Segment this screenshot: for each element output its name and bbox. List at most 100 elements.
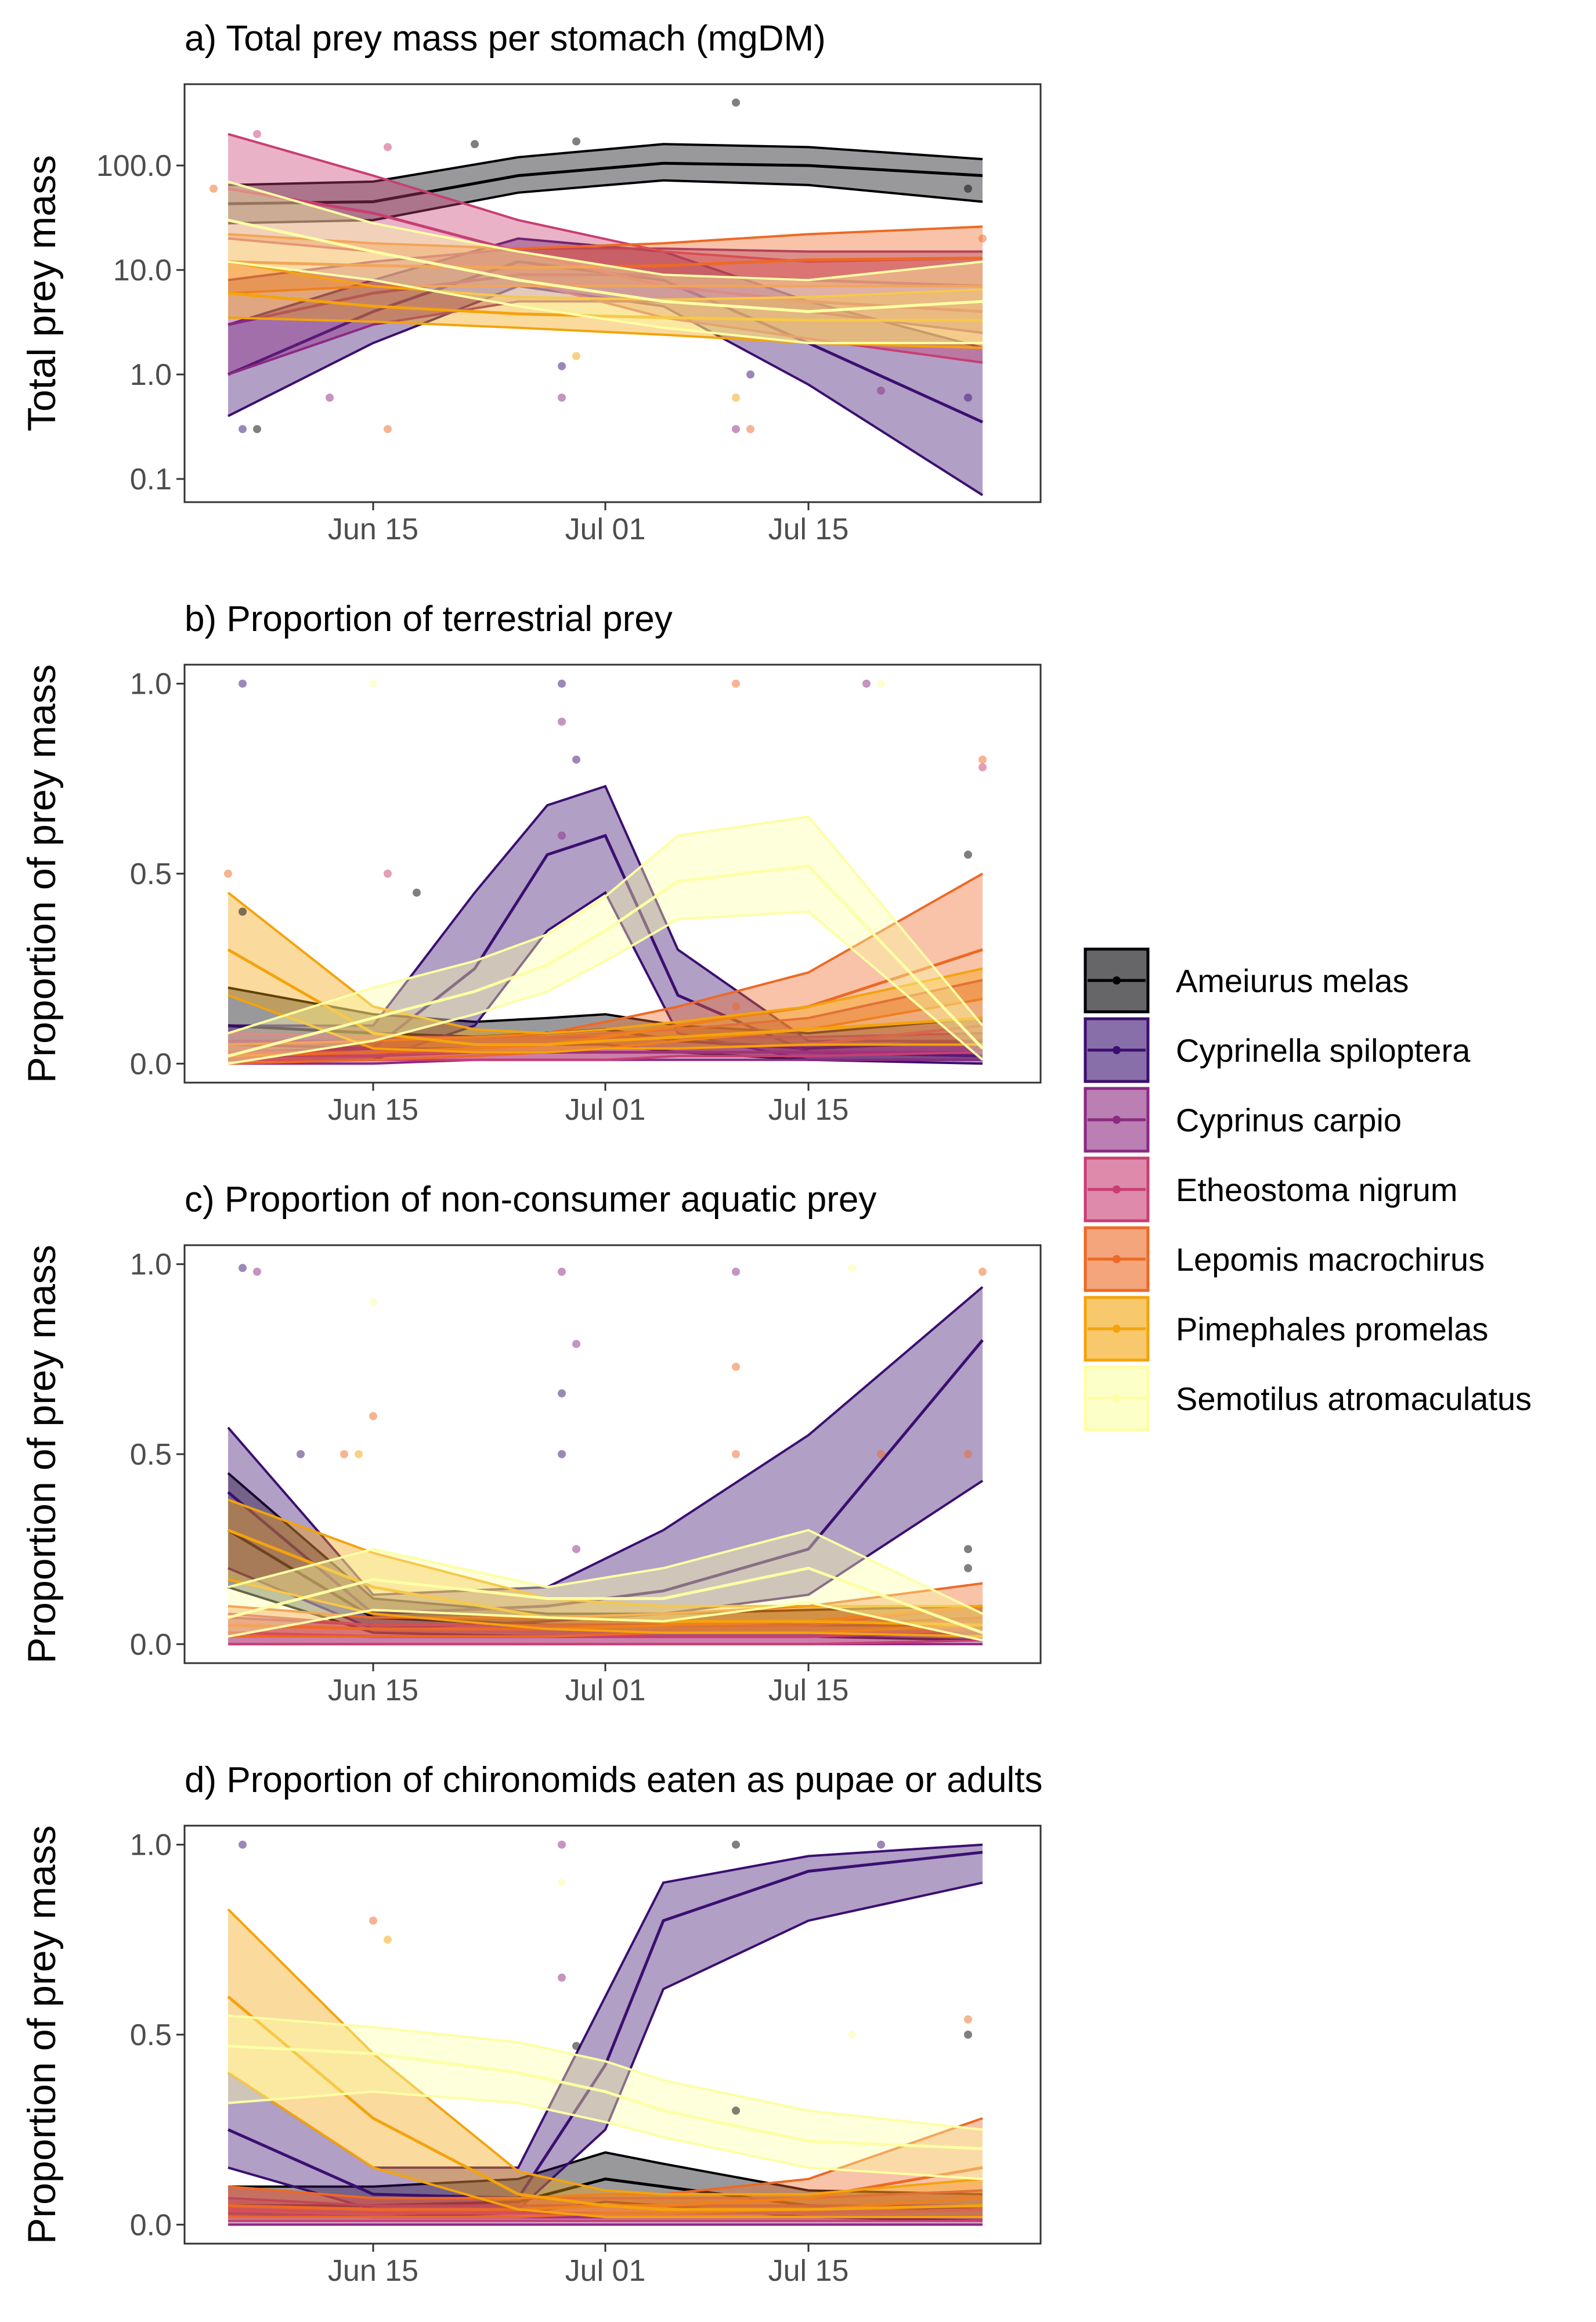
y-tick-label: 0.0 — [130, 1628, 172, 1661]
panel-c-y-axis-label: Proportion of prey mass — [20, 1245, 64, 1664]
data-point — [732, 1003, 740, 1011]
band-lepomis-macrochirus — [228, 1583, 983, 1637]
series-line-pimephales-promelas — [227, 948, 983, 1046]
data-point — [572, 2042, 580, 2050]
band-cyprinella-spiloptera — [228, 786, 983, 1064]
data-point — [369, 1412, 377, 1420]
data-point — [326, 394, 334, 402]
data-point — [732, 394, 740, 402]
series-line-semotilus-atromaculatus — [228, 2045, 983, 2150]
panel-b: b) Proportion of terrestrial prey Jun 15… — [20, 599, 1042, 1127]
x-tick-label: Jun 15 — [328, 513, 418, 546]
data-point — [558, 831, 566, 840]
x-tick-label: Jul 01 — [565, 2254, 646, 2288]
data-point — [558, 394, 566, 402]
band-edge-lower-pimephales-promelas — [228, 1578, 983, 1638]
band-edge-lower-semotilus-atromaculatus — [228, 1601, 983, 1642]
data-point — [848, 1264, 856, 1272]
series-line-semotilus-atromaculatus — [228, 1566, 983, 1634]
series-line-lepomis-macrochirus — [228, 257, 983, 269]
band-edge-lower-cyprinus-carpio — [228, 300, 983, 376]
x-tick-label: Jul 15 — [768, 2254, 849, 2288]
data-point — [746, 370, 754, 379]
legend-item-pimephales-promelas: Pimephales promelas — [1084, 1296, 1488, 1362]
data-point — [732, 2106, 740, 2115]
data-point — [746, 425, 754, 434]
panel-d-title: d) Proportion of chironomids eaten as pu… — [185, 1760, 1043, 1800]
series-line-ameiurus-melas — [228, 161, 983, 205]
panel-b-plot: Jun 15 Jul 01 Jul 15 0.0 0.5 1.0 — [130, 668, 987, 1127]
band-edge-upper-semotilus-atromaculatus — [228, 2014, 983, 2131]
y-tick-label: 1.0 — [130, 358, 172, 392]
data-point — [340, 1450, 348, 1458]
data-point — [558, 717, 566, 726]
data-point — [964, 2031, 972, 2039]
band-edge-lower-etheostoma-nigrum — [228, 1639, 983, 1646]
x-tick-label: Jul 15 — [768, 1674, 849, 1707]
data-point — [964, 394, 972, 402]
panel-d-plot: Jun 15 Jul 01 Jul 15 0.0 0.5 1.0 — [130, 1829, 983, 2288]
y-tick-label: 1.0 — [130, 668, 172, 701]
data-point — [877, 1840, 885, 1849]
band-edge-upper-lepomis-macrochirus — [228, 1582, 983, 1619]
legend-label: Cyprinus carpio — [1176, 1102, 1402, 1138]
data-point — [239, 425, 247, 434]
data-point — [471, 140, 479, 149]
legend-label: Cyprinella spiloptera — [1176, 1032, 1471, 1069]
panel-d-frame — [183, 1825, 1042, 2245]
series-line-cyprinus-carpio — [228, 273, 983, 326]
data-point — [558, 362, 566, 370]
band-edge-upper-etheostoma-nigrum — [228, 132, 983, 263]
band-semotilus-atromaculatus — [228, 816, 983, 1064]
y-tick-label: 0.1 — [130, 463, 172, 496]
data-point — [732, 1362, 740, 1371]
legend-key-point — [1113, 1325, 1121, 1333]
data-point — [572, 1545, 580, 1553]
data-point — [558, 1840, 566, 1849]
data-point — [369, 679, 377, 688]
data-point — [877, 1450, 885, 1458]
legend-label: Etheostoma nigrum — [1176, 1171, 1458, 1208]
band-edge-lower-semotilus-atromaculatus — [228, 260, 983, 344]
legend-key-point — [1113, 1185, 1121, 1194]
plot-area — [210, 98, 987, 496]
data-point — [384, 870, 392, 878]
data-point — [369, 1298, 377, 1307]
plot-area — [227, 1840, 983, 2226]
y-tick-label: 10.0 — [113, 254, 172, 287]
x-tick-label: Jul 01 — [565, 513, 646, 546]
data-point — [239, 679, 247, 688]
x-tick-label: Jul 01 — [565, 1093, 646, 1127]
band-pimephales-promelas — [228, 261, 983, 348]
band-semotilus-atromaculatus — [228, 1530, 983, 1640]
series-line-semotilus-atromaculatus — [228, 864, 984, 1058]
data-point — [572, 755, 580, 764]
legend-label: Semotilus atromaculatus — [1176, 1380, 1532, 1417]
band-lepomis-macrochirus — [228, 2118, 983, 2218]
data-point — [253, 425, 261, 434]
band-edge-upper-pimephales-promelas — [228, 260, 983, 301]
panel-a-y-axis-label: Total prey mass — [20, 155, 64, 431]
data-point — [558, 1878, 566, 1887]
band-pimephales-promelas — [228, 892, 983, 1052]
series-line-cyprinella-spiloptera — [227, 1851, 983, 2200]
band-etheostoma-nigrum — [228, 134, 983, 363]
band-cyprinella-spiloptera — [228, 1844, 983, 2210]
panel-c-title: c) Proportion of non-consumer aquatic pr… — [185, 1180, 876, 1220]
data-point — [572, 137, 580, 146]
data-point — [964, 850, 972, 859]
series-line-lepomis-macrochirus — [228, 1605, 983, 1631]
band-lepomis-macrochirus — [228, 226, 983, 293]
data-point — [558, 1450, 566, 1458]
x-tick-label: Jul 15 — [768, 1093, 849, 1127]
band-edge-upper-pimephales-promelas — [227, 892, 983, 1034]
band-edge-upper-ameiurus-melas — [228, 143, 983, 186]
series-line-etheostoma-nigrum — [228, 187, 983, 313]
data-point — [253, 1267, 261, 1276]
legend-item-etheostoma-nigrum: Etheostoma nigrum — [1084, 1156, 1458, 1223]
band-edge-upper-semotilus-atromaculatus — [228, 815, 984, 1034]
legend-key-point — [1113, 1046, 1121, 1054]
panel-b-frame — [183, 664, 1042, 1084]
